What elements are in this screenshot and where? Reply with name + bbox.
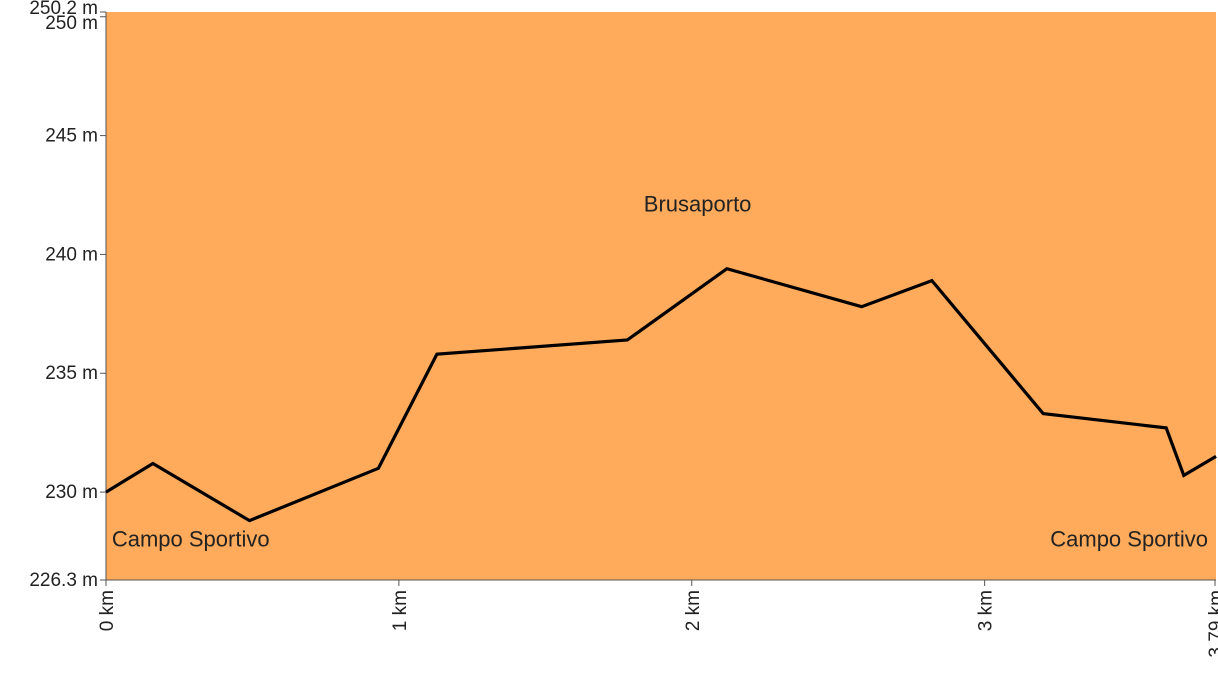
x-tick-label: 0 km (97, 590, 118, 631)
y-tick-label: 240 m (45, 244, 98, 265)
x-tick-label: 2 km (683, 590, 704, 631)
y-tick-label: 245 m (45, 126, 98, 147)
place-annotation: Campo Sportivo (112, 527, 270, 552)
place-annotation: Campo Sportivo (1050, 527, 1208, 552)
x-axis: 0 km 1 km 2 km 3 km 3.79 km (97, 579, 1218, 658)
elevation-line (105, 266, 1217, 523)
x-tick-label: 3 km (976, 590, 997, 631)
place-annotation: Brusaporto (644, 192, 752, 217)
y-tick-label: 250.2 m (29, 0, 98, 19)
x-tick-label: 1 km (390, 590, 411, 631)
plot-area-background (106, 12, 1216, 580)
y-tick-label: 235 m (45, 363, 98, 384)
place-annotations: Campo Sportivo Brusaporto Campo Sportivo (112, 192, 1208, 552)
x-tick-label: 3.79 km (1206, 590, 1218, 658)
y-tick-label: 226.3 m (29, 570, 98, 591)
y-tick-label: 230 m (45, 482, 98, 503)
y-tick-label: 250 m (45, 13, 98, 34)
